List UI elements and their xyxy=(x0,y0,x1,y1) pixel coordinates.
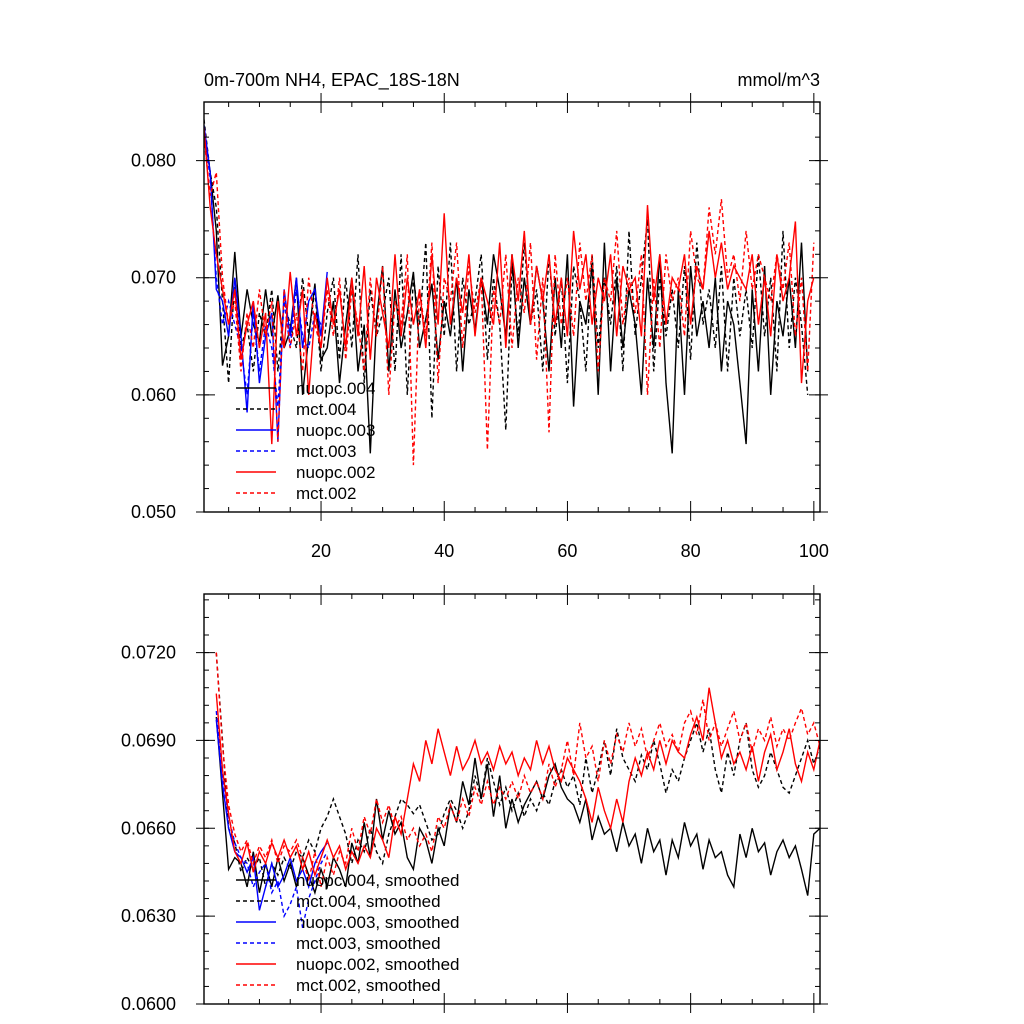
x-tick-label: 20 xyxy=(311,541,331,561)
legend-label-mct-003: mct.003 xyxy=(296,442,356,461)
legend-label-mct-004-smoothed: mct.004, smoothed xyxy=(296,892,441,911)
y-tick-label: 0.0600 xyxy=(121,994,176,1014)
panel-bottom: 0.0600 0.0630 0.0660 0.0690 0.0720 nuopc.004… xyxy=(121,585,828,1014)
y-tick-label: 0.0630 xyxy=(121,906,176,926)
legend-label-mct-002-smoothed: mct.002, smoothed xyxy=(296,976,441,995)
x-tick-label: 40 xyxy=(434,541,454,561)
y-tick-label: 0.050 xyxy=(131,502,176,522)
legend-top: nuopc.004 mct.004 nuopc.003 mct.003 nuopc.00… xyxy=(236,379,375,503)
series-line-nuopc-004-smoothed xyxy=(215,716,820,896)
plot-area-top xyxy=(204,119,815,466)
series-line-mct-002-smoothed xyxy=(215,652,820,888)
legend-label-mct-002: mct.002 xyxy=(296,484,356,503)
y-tick-label: 0.0660 xyxy=(121,818,176,838)
series-line-mct-002 xyxy=(204,137,815,466)
series-line-nuopc-003 xyxy=(204,125,328,442)
axes-bottom: 0.0600 0.0630 0.0660 0.0690 0.0720 xyxy=(121,585,828,1014)
legend-label-nuopc-004: nuopc.004 xyxy=(296,379,375,398)
y-tick-label: 0.0720 xyxy=(121,643,176,663)
series-line-mct-003 xyxy=(204,131,322,407)
x-tick-label: 80 xyxy=(681,541,701,561)
panel-top: 0m-700m NH4, EPAC_18S-18N mmol/m^3 20 40 6… xyxy=(131,70,829,561)
series-line-nuopc-002 xyxy=(204,127,815,445)
chart-units: mmol/m^3 xyxy=(738,70,820,90)
y-tick-label: 0.0690 xyxy=(121,730,176,750)
y-tick-label: 0.070 xyxy=(131,268,176,288)
legend-label-nuopc-002: nuopc.002 xyxy=(296,463,375,482)
x-tick-label: 60 xyxy=(557,541,577,561)
plot-frame-bottom xyxy=(203,593,821,1005)
y-tick-label: 0.080 xyxy=(131,151,176,171)
plot-frame-top xyxy=(203,101,821,513)
plot-area-bottom xyxy=(215,652,820,929)
chart-title: 0m-700m NH4, EPAC_18S-18N xyxy=(204,70,460,91)
legend-label-nuopc-003-smoothed: nuopc.003, smoothed xyxy=(296,913,460,932)
axes-top: 20 40 60 80 100 0.050 0.060 0.070 0.080 xyxy=(131,93,829,561)
series-line-mct-003-smoothed xyxy=(215,711,328,929)
legend-bottom: nuopc.004, smoothed mct.004, smoothed nuop… xyxy=(236,871,460,995)
series-line-mct-004 xyxy=(204,119,809,431)
y-tick-label: 0.060 xyxy=(131,385,176,405)
legend-label-mct-003-smoothed: mct.003, smoothed xyxy=(296,934,441,953)
legend-label-mct-004: mct.004 xyxy=(296,400,356,419)
series-line-nuopc-002-smoothed xyxy=(215,687,820,878)
legend-label-nuopc-004-smoothed: nuopc.004, smoothed xyxy=(296,871,460,890)
legend-label-nuopc-003: nuopc.003 xyxy=(296,421,375,440)
x-tick-label: 100 xyxy=(799,541,829,561)
legend-label-nuopc-002-smoothed: nuopc.002, smoothed xyxy=(296,955,460,974)
